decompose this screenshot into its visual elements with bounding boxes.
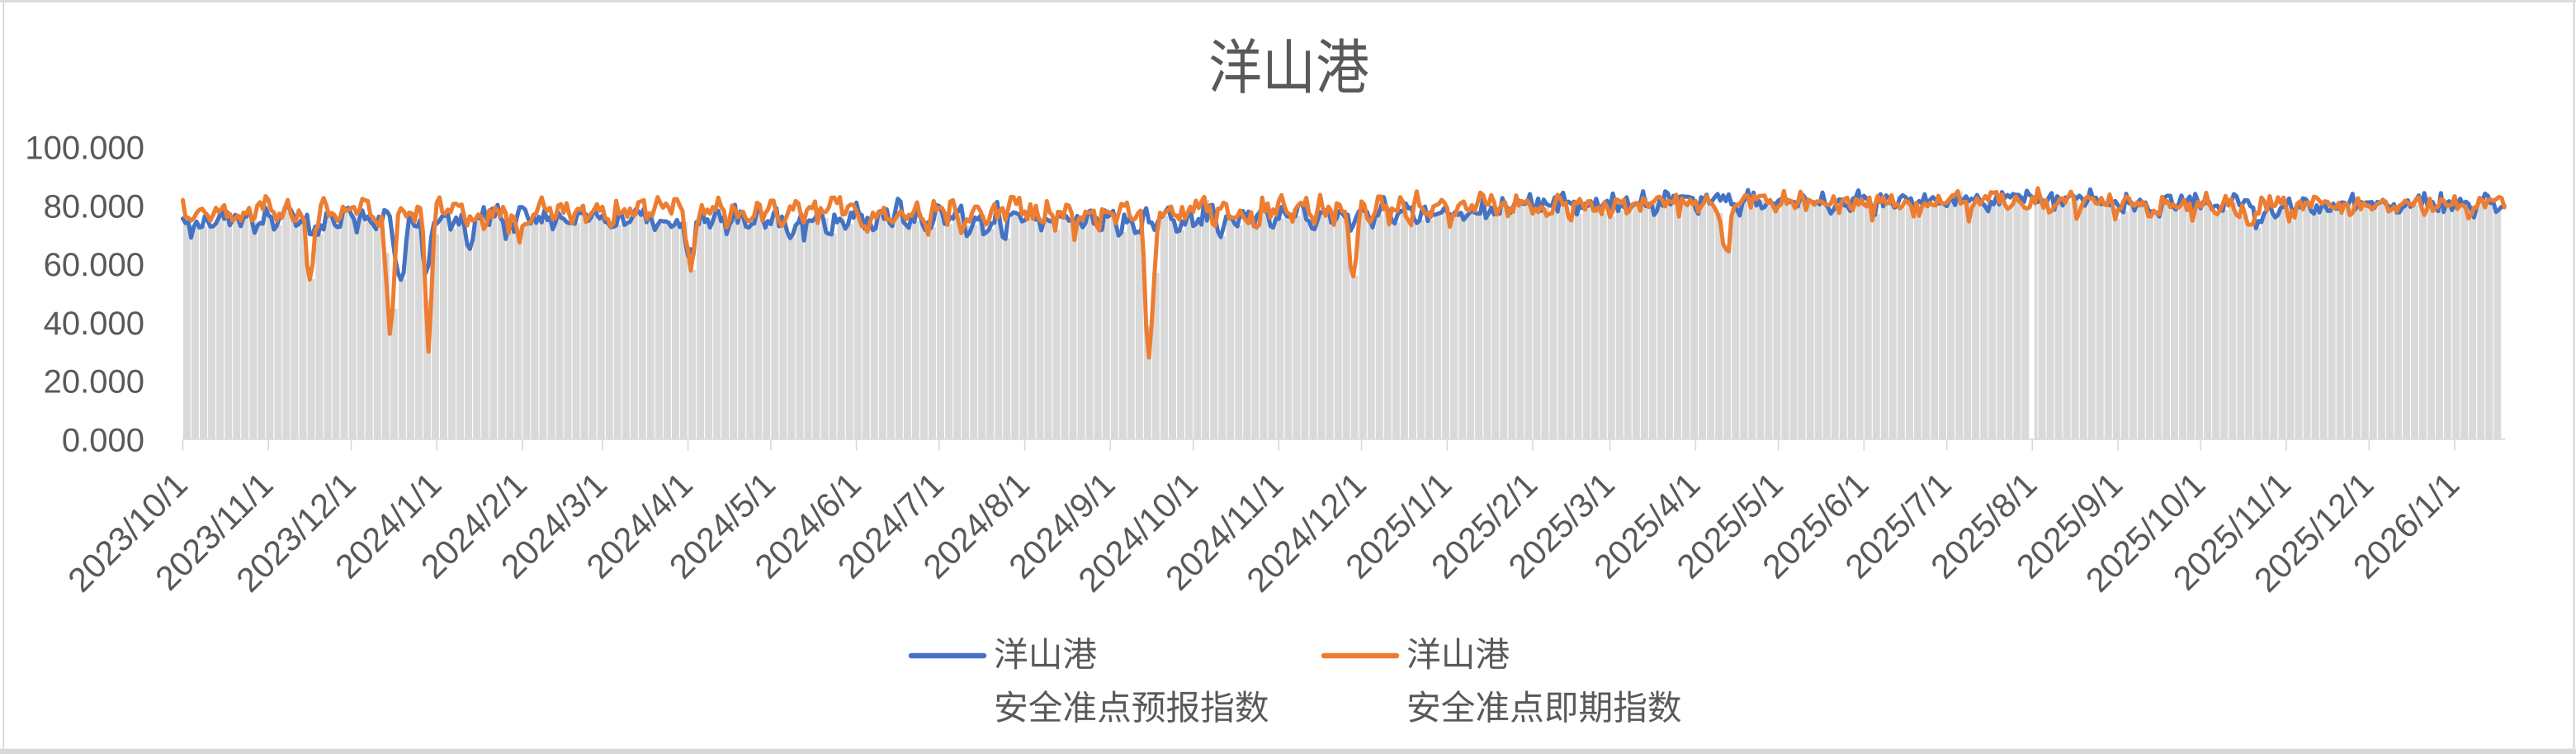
svg-text:40.000: 40.000: [44, 306, 144, 342]
svg-text:60.000: 60.000: [44, 247, 144, 283]
svg-text:0.000: 0.000: [62, 423, 144, 459]
svg-text:80.000: 80.000: [44, 188, 144, 225]
svg-text:20.000: 20.000: [44, 364, 144, 401]
svg-text:100.000: 100.000: [25, 130, 144, 167]
